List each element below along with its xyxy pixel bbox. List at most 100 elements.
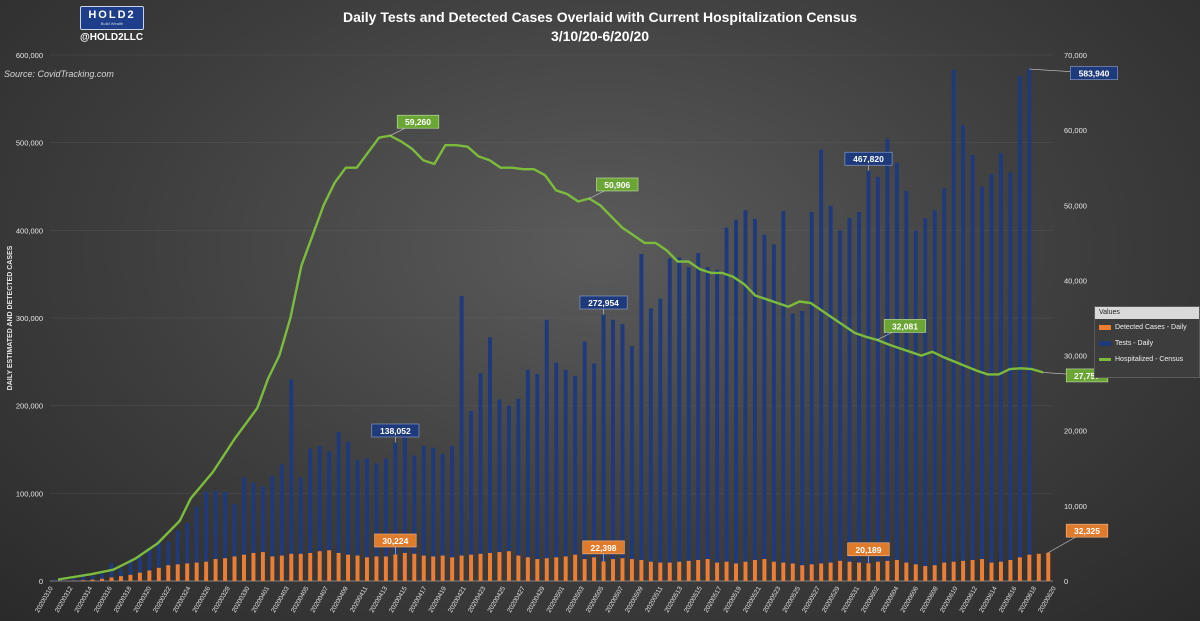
tests-bar <box>355 460 360 581</box>
cases-bar <box>544 558 549 581</box>
y-tick-label: 400,000 <box>16 226 43 235</box>
tests-bar <box>781 211 786 581</box>
tests-bar <box>232 503 237 581</box>
cases-bar <box>232 556 237 581</box>
cases-bar <box>847 561 852 581</box>
cases-bar <box>554 557 559 581</box>
tests-bar <box>223 491 228 581</box>
cases-bar <box>213 559 218 581</box>
tests-bar <box>752 218 757 582</box>
tests-bar <box>894 162 899 581</box>
x-tick-label: 20200415 <box>388 585 409 614</box>
tests-data-label-box <box>371 423 420 438</box>
cases-bar <box>147 570 152 581</box>
x-tick-label: 20200318 <box>113 585 134 614</box>
cases-bar <box>204 561 209 581</box>
cases-bar <box>724 561 729 581</box>
tests-data-label: 583,940 <box>1079 69 1110 79</box>
cases-bar <box>828 562 833 581</box>
y-tick-label: 0 <box>39 577 43 586</box>
x-tick-label: 20200507 <box>605 585 626 614</box>
cases-bar <box>497 552 502 581</box>
tests-bar <box>374 463 379 581</box>
tests-bar <box>402 436 407 581</box>
tests-bar <box>128 559 133 581</box>
cases-bar <box>715 562 720 581</box>
tests-bar <box>175 530 180 581</box>
cases-bar <box>289 553 294 581</box>
tests-bar <box>648 308 653 581</box>
cases-bar <box>393 554 398 581</box>
x-tick-label: 20200620 <box>1037 585 1058 614</box>
x-tick-label: 20200427 <box>506 585 527 614</box>
legend-item-cases: Detected Cases - Daily <box>1095 319 1199 335</box>
logo-subtext: Build Wealth <box>100 21 124 26</box>
tests-data-label-box <box>844 151 893 166</box>
x-tick-label: 20200602 <box>860 585 881 614</box>
y2-tick-label: 0 <box>1064 577 1068 586</box>
tests-bar <box>998 153 1003 582</box>
x-tick-label: 20200322 <box>152 585 173 614</box>
tests-bar <box>554 362 559 581</box>
tests-bar <box>809 211 814 581</box>
cases-bar <box>866 563 871 581</box>
tests-data-label: 467,820 <box>853 154 884 164</box>
cases-bar <box>402 552 407 581</box>
tests-bar <box>450 445 455 581</box>
cases-bar <box>327 550 332 581</box>
cases-bar <box>260 552 265 581</box>
cases-bar <box>100 578 105 581</box>
cases-bar <box>980 559 985 581</box>
x-tick-label: 20200312 <box>54 585 75 614</box>
y2-tick-label: 40,000 <box>1064 276 1087 285</box>
cases-bar <box>156 567 161 581</box>
tests-data-label-box <box>1070 66 1118 80</box>
cases-bar <box>128 574 133 581</box>
tests-bar <box>667 258 672 581</box>
cases-bar <box>648 561 653 581</box>
tests-bar <box>260 486 265 581</box>
cases-bar <box>488 552 492 581</box>
x-tick-label: 20200509 <box>624 585 645 614</box>
tests-bar <box>980 186 985 581</box>
tests-bar <box>308 448 313 581</box>
y-axis-label: DAILY ESTIMATED AND DETECTED CASES <box>7 245 14 390</box>
tests-bar <box>885 139 890 581</box>
x-tick-label: 20200330 <box>231 585 252 614</box>
cases-bar <box>894 559 899 581</box>
tests-bar <box>393 442 398 581</box>
tests-bar <box>118 568 123 581</box>
tests-bar <box>743 210 748 582</box>
legend-label-tests: Tests - Daily <box>1115 339 1154 347</box>
tests-bar <box>185 523 190 581</box>
cases-bar <box>611 559 615 581</box>
x-tick-label: 20200606 <box>900 585 921 614</box>
y2-tick-label: 60,000 <box>1064 126 1087 135</box>
tests-bar <box>100 573 105 581</box>
tests-bar <box>516 398 521 581</box>
x-tick-label: 20200519 <box>723 585 744 614</box>
tests-bar <box>942 188 947 581</box>
x-tick-label: 20200417 <box>408 585 429 614</box>
cases-bar <box>752 559 757 581</box>
tests-bar <box>535 374 540 581</box>
tests-bar <box>639 254 644 581</box>
tests-bar <box>81 573 86 581</box>
cases-bar <box>298 553 303 581</box>
cases-bar <box>364 557 369 581</box>
cases-data-label-box <box>1065 523 1109 538</box>
tests-bar <box>336 431 341 581</box>
x-tick-label: 20200618 <box>1018 585 1039 614</box>
cases-bar <box>970 559 975 581</box>
cases-bar <box>762 559 767 581</box>
tests-bar <box>71 577 76 581</box>
tests-bar <box>289 379 294 581</box>
cases-bar <box>743 561 748 581</box>
legend-swatch-tests <box>1099 340 1111 346</box>
cases-bar <box>563 556 568 581</box>
cases-bar <box>223 558 228 581</box>
cases-bar <box>629 559 634 581</box>
tests-bar <box>819 149 824 581</box>
cases-bar <box>383 556 388 581</box>
